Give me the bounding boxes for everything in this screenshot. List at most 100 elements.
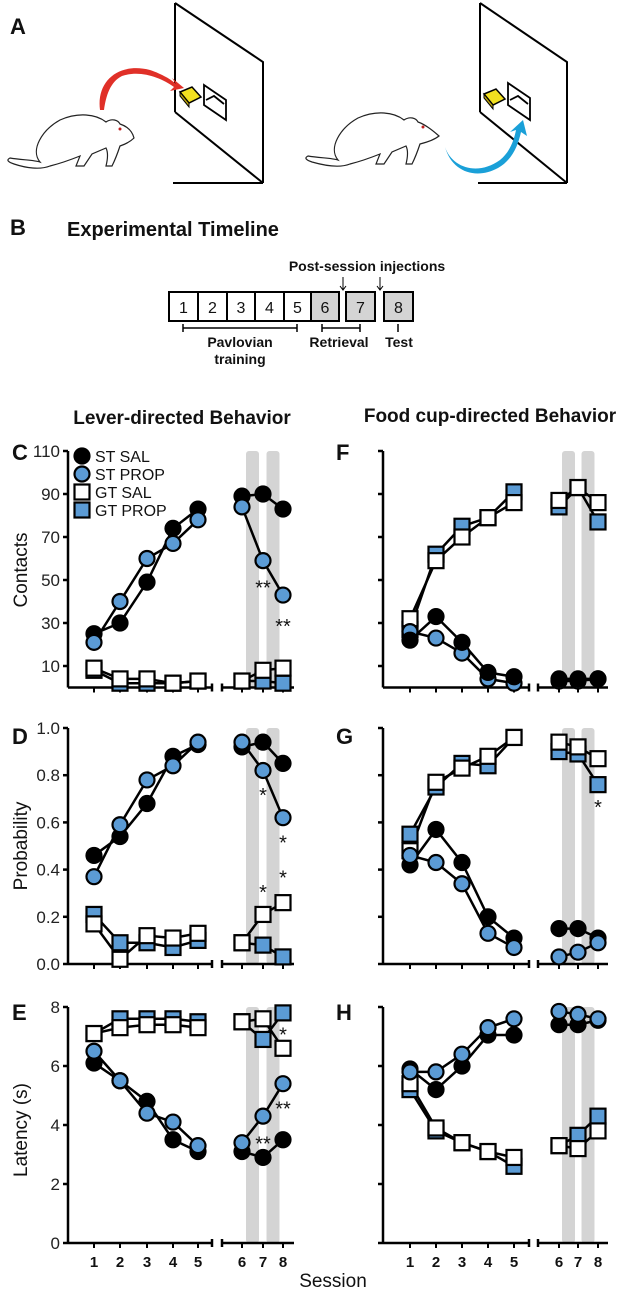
significance-marker: ** [275,1098,291,1120]
data-point [505,938,523,957]
data-point [254,733,272,751]
data-point [138,549,156,568]
timeline-box-label: 7 [356,300,365,317]
panel-a: A [7,2,568,184]
chart-panel-c: C 10 30 50 70 90 110 Contacts **** [11,440,294,693]
data-point [453,1045,471,1063]
data-point [550,919,568,938]
markers-gt-sal [85,659,292,692]
goal-tracking-arrow [445,120,527,174]
x-tick-label: 6 [555,1254,563,1271]
data-point [589,494,607,512]
data-point [401,825,419,843]
food-cup-icon [203,83,227,122]
y-tick-label: 0.4 [36,861,60,880]
data-point [189,733,207,751]
timeline-box-label: 6 [321,300,330,317]
heading-foodcup-directed: Food cup-directed Behavior [364,406,617,427]
data-point [453,1134,471,1152]
data-point [111,1019,129,1037]
timeline-box-label: 1 [179,300,188,317]
legend-label: GT SAL [95,485,152,502]
x-tick-label: 6 [238,1254,246,1271]
shaded-session-band [246,451,259,688]
x-tick-label: 5 [510,1254,518,1271]
data-point [569,1005,587,1023]
panel-letter-a: A [10,14,26,39]
data-point [479,908,497,926]
data-point [274,1039,292,1057]
timeline-box-label: 5 [293,300,302,317]
injection-arrow-icon [339,277,347,291]
data-point [85,868,103,886]
data-point [427,773,445,791]
data-point [233,1013,251,1031]
chart-panel-g: G* [336,724,608,969]
data-point [274,674,292,692]
data-point [479,1019,497,1037]
data-point [189,511,207,529]
data-point [505,1026,523,1044]
data-point [589,1107,607,1125]
data-point [427,629,445,647]
y-tick-label: 2 [51,1175,60,1194]
data-point [274,754,292,773]
data-point [254,661,272,679]
y-tick-label: 6 [51,1057,60,1076]
panel-letter-f: F [336,440,349,465]
data-point [427,607,445,626]
data-point [401,846,419,865]
timeline-box-label: 4 [265,300,274,317]
data-point [274,809,292,827]
phase-training-label: training [214,351,265,367]
significance-marker: * [279,832,287,854]
data-point [189,672,207,690]
data-point [138,771,156,789]
data-point [254,552,272,570]
y-tick-label: 8 [51,998,60,1017]
data-point [254,761,272,780]
legend-marker [73,483,91,501]
shaded-session-band [562,728,575,964]
data-point [254,936,272,954]
data-point [254,905,272,924]
x-tick-label: 4 [484,1254,493,1271]
data-point [164,1113,182,1131]
data-point [427,552,445,570]
y-axis-label: Probability [11,801,32,890]
legend-item-gt-prop: GT PROP [73,501,167,520]
data-point [569,943,587,961]
data-point [589,934,607,952]
x-tick-label: 1 [90,1254,98,1271]
data-point [479,509,497,527]
y-axis-label: Latency (s) [11,1083,32,1177]
data-point [164,1016,182,1034]
data-point [453,853,471,872]
phase-test-label: Test [385,334,413,350]
phase-pavlovian-label: Pavlovian [207,334,272,350]
y-tick-label: 30 [41,614,60,633]
phase-retrieval-label: Retrieval [309,334,368,350]
data-point [254,485,272,503]
data-point [401,631,419,649]
lever-icon [482,88,507,111]
data-point [274,659,292,677]
markers-st-sal [401,607,607,688]
significance-marker: ** [255,577,271,599]
data-point [550,1137,568,1155]
data-point [254,1107,272,1125]
data-point [85,1024,103,1043]
significance-marker: * [259,785,267,807]
panel-letter-b: B [10,215,26,240]
x-tick-label: 8 [594,1254,602,1271]
x-tick-label: 8 [279,1254,287,1271]
data-point [550,670,568,688]
data-point [505,728,523,747]
data-point [427,853,445,872]
data-point [274,894,292,912]
rat-left-icon [7,114,135,169]
y-tick-label: 1.0 [36,719,60,738]
